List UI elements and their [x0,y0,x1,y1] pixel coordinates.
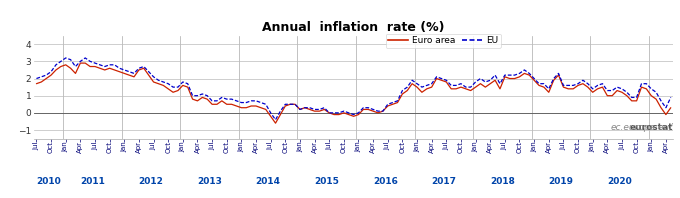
Text: 2011: 2011 [80,177,105,187]
Text: eurostat: eurostat [630,123,673,132]
Text: 2019: 2019 [549,177,573,187]
Text: 2016: 2016 [373,177,398,187]
Legend: Euro area, EU: Euro area, EU [386,34,500,48]
Title: Annual  inflation  rate (%): Annual inflation rate (%) [262,21,445,34]
Text: 2015: 2015 [314,177,339,187]
Text: 2018: 2018 [490,177,515,187]
Text: 2013: 2013 [197,177,222,187]
Text: 2010: 2010 [36,177,61,187]
Text: ec.europa.eu/: ec.europa.eu/ [611,123,673,132]
Text: 2014: 2014 [256,177,281,187]
Text: 2017: 2017 [431,177,456,187]
Text: 2012: 2012 [139,177,164,187]
Text: 2020: 2020 [607,177,632,187]
